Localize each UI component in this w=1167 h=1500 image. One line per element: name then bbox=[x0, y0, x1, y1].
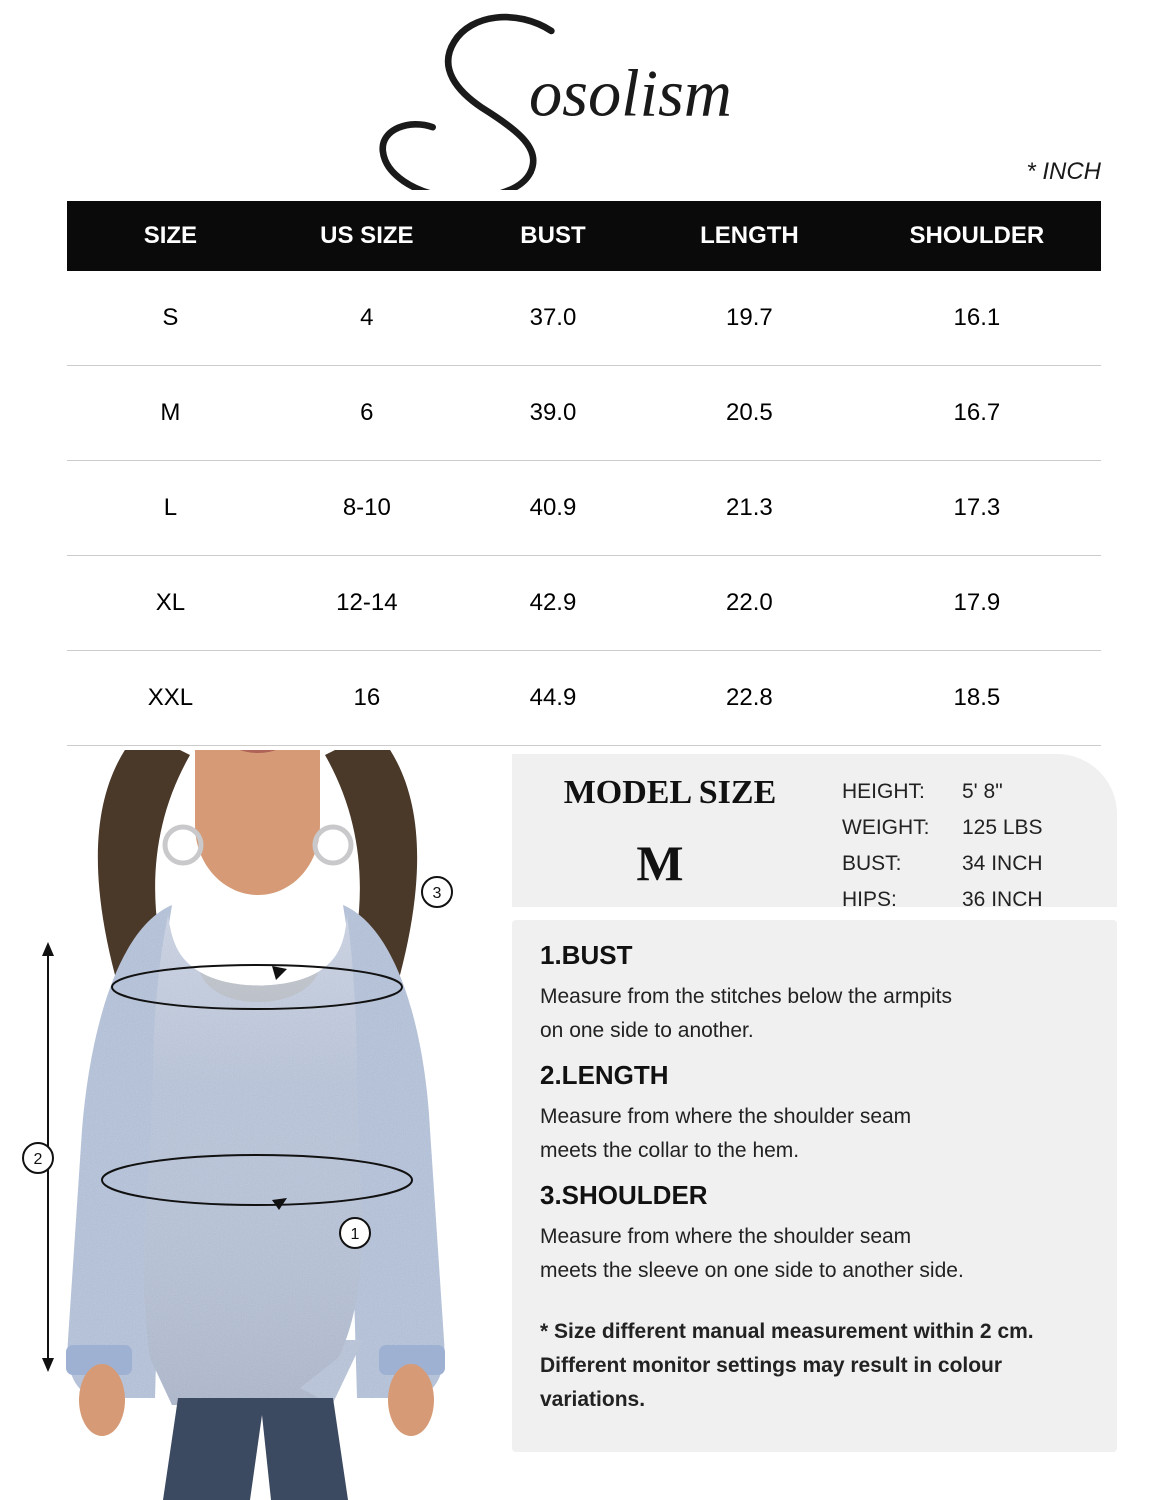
svg-text:osolism: osolism bbox=[529, 58, 732, 131]
svg-text:1: 1 bbox=[351, 1226, 360, 1243]
svg-text:2: 2 bbox=[34, 1151, 43, 1168]
svg-text:3: 3 bbox=[433, 885, 442, 902]
